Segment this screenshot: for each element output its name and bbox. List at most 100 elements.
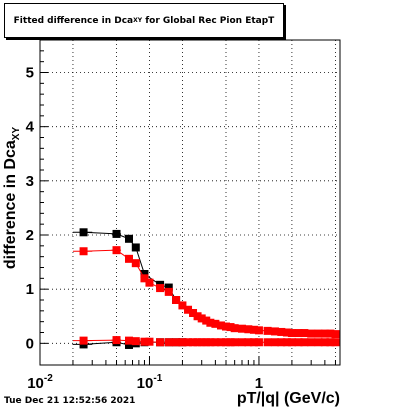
data-point [300,329,309,338]
data-point [237,338,246,347]
series-0 [72,228,181,304]
data-point [140,270,149,278]
data-point [270,327,279,336]
data-point [249,325,258,334]
data-point [189,338,198,347]
data-point [237,324,246,333]
data-point [326,329,335,338]
data-point [124,340,133,349]
data-point [145,278,154,287]
data-point [145,337,154,346]
data-point [314,329,323,338]
y-tick-label: 0 [26,335,34,352]
y-axis-label: difference in DcaXY [2,127,22,269]
data-point [221,322,230,331]
data-point [131,337,140,346]
data-point [79,228,88,237]
data-point [189,309,198,317]
data-point [226,338,235,347]
x-tick-label: 10-2 [27,373,53,392]
data-point [294,329,303,338]
data-point [326,338,335,347]
data-point [287,338,296,347]
data-point [112,229,121,238]
data-point [184,338,193,347]
y-tick-label: 4 [26,119,35,136]
data-point [277,327,286,336]
data-point [112,336,121,345]
data-point [307,338,316,347]
data-point [164,283,173,292]
data-point [124,234,133,243]
data-point [164,287,173,296]
data-point [131,243,140,252]
series-3 [72,336,340,347]
data-point [178,338,187,347]
data-point [202,316,211,325]
y-tick-label: 2 [26,227,34,244]
data-point [320,329,329,338]
data-point [193,338,202,347]
data-point [211,319,220,328]
data-point [172,296,181,304]
y-tick-label: 5 [26,65,34,82]
x-tick-label: 1 [255,375,263,392]
x-tick-label-exponent: -2 [44,373,53,384]
data-point [79,336,88,345]
data-point [131,259,140,268]
data-point [277,338,286,347]
data-point [331,330,340,339]
data-point [206,338,215,347]
data-point [216,338,225,347]
y-tick-label: 1 [26,281,34,298]
y-tick-label: 3 [26,173,34,190]
data-point [221,338,230,347]
data-point [294,338,303,347]
data-point [287,329,296,338]
data-point [263,338,272,347]
data-point [79,247,88,256]
data-point [140,274,149,283]
chart-title-sub: XY [133,17,143,24]
data-point [184,305,193,314]
data-point [172,338,181,347]
data-point [197,338,206,347]
data-point [206,318,215,327]
data-point [140,337,149,346]
data-point [230,338,239,347]
chart-title-tail: for Global Rec Pion EtapT [142,15,275,26]
y-axis-label-sub: XY [11,126,23,141]
x-tick-label: 10-1 [137,373,163,392]
data-point [164,338,173,347]
data-point [178,301,187,310]
data-point [156,284,165,293]
data-point [244,325,253,334]
data-point [254,326,263,335]
data-point [244,338,253,347]
data-point [249,338,258,347]
data-point [197,314,206,323]
series-2 [72,246,340,339]
y-axis-label-main: difference in Dca [1,140,19,270]
data-point [263,326,272,335]
data-point [226,323,235,332]
data-point [124,254,133,263]
data-point [282,328,291,337]
x-tick-label-exponent: -1 [153,373,162,384]
data-point [282,338,291,347]
data-point [193,312,202,321]
chart-title-main: Fitted difference in Dca [13,15,134,26]
data-point [331,338,340,347]
chart-title: Fitted difference in Dca XY for Global Re… [4,3,284,38]
data-point [216,321,225,330]
data-point [112,246,121,255]
data-point [230,324,239,333]
x-axis-label: pT/|q| (GeV/c) [236,390,340,407]
data-point [300,338,309,347]
data-point [211,338,220,347]
data-point [124,336,133,345]
timestamp: Tue Dec 21 12:52:56 2021 [4,396,136,406]
data-point [314,338,323,347]
data-point [320,338,329,347]
